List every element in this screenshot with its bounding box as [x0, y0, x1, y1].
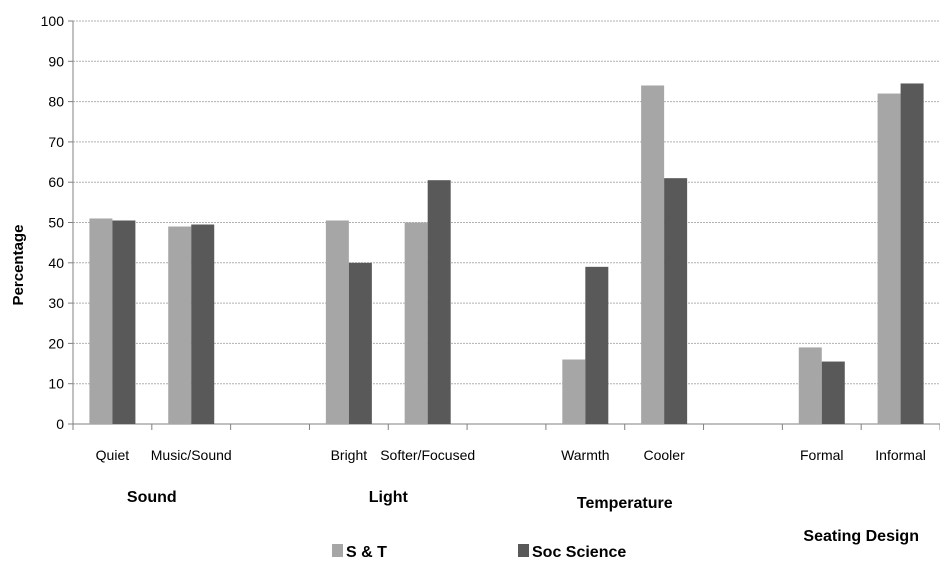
category-label: Cooler [644, 447, 686, 463]
bars [89, 83, 924, 424]
bar-s-and-t-informal [877, 93, 901, 424]
legend-label: Soc Science [532, 544, 626, 561]
legend-swatch [332, 544, 343, 557]
category-label: Softer/Focused [380, 447, 475, 463]
category-label: Formal [800, 447, 844, 463]
y-tick-label: 80 [48, 94, 64, 110]
y-tick-label: 70 [48, 134, 64, 150]
bar-soc-science-bright [348, 262, 372, 424]
y-tick-label: 90 [48, 53, 64, 69]
group-label: Seating Design [803, 528, 919, 545]
bar-soc-science-warmth [585, 266, 609, 424]
y-tick-label: 60 [48, 174, 64, 190]
axes [68, 20, 940, 430]
bar-s-and-t-music-sound [168, 226, 192, 424]
bar-soc-science-cooler [664, 178, 688, 424]
category-label: Warmth [561, 447, 609, 463]
bar-soc-science-music-sound [191, 224, 215, 424]
legend-swatch [518, 544, 529, 557]
legend-label: S & T [346, 544, 387, 561]
bar-s-and-t-softer-focused [404, 222, 428, 424]
y-axis-label: Percentage [10, 225, 27, 306]
y-tick-label: 0 [56, 416, 64, 432]
group-label: Temperature [577, 495, 673, 512]
category-label: Informal [875, 447, 926, 463]
bar-s-and-t-formal [798, 347, 822, 424]
bar-soc-science-informal [900, 83, 924, 424]
legend: S & T Soc Science [332, 544, 626, 561]
bar-soc-science-softer-focused [427, 180, 451, 424]
bar-s-and-t-warmth [562, 359, 586, 424]
y-tick-label: 10 [48, 376, 64, 392]
category-label: Music/Sound [151, 447, 232, 463]
bar-soc-science-formal [821, 361, 845, 424]
bar-soc-science-quiet [112, 220, 136, 424]
group-label: Sound [127, 489, 177, 506]
y-tick-label: 20 [48, 335, 64, 351]
category-labels: Quiet Music/Sound Bright Softer/Focused Warm… [96, 447, 926, 463]
bar-s-and-t-bright [325, 220, 349, 424]
y-tick-label: 100 [41, 13, 65, 29]
y-tick-label: 40 [48, 255, 64, 271]
y-tick-labels: 0 10 20 30 40 50 60 70 80 90 100 [41, 13, 65, 432]
gridlines [73, 20, 940, 385]
bar-s-and-t-quiet [89, 218, 113, 424]
bar-s-and-t-cooler [641, 85, 665, 424]
y-tick-label: 50 [48, 215, 64, 231]
group-labels: Sound Light Temperature Seating Design [127, 489, 919, 545]
category-label: Bright [331, 447, 368, 463]
y-tick-label: 30 [48, 295, 64, 311]
category-label: Quiet [96, 447, 130, 463]
group-label: Light [369, 489, 409, 506]
